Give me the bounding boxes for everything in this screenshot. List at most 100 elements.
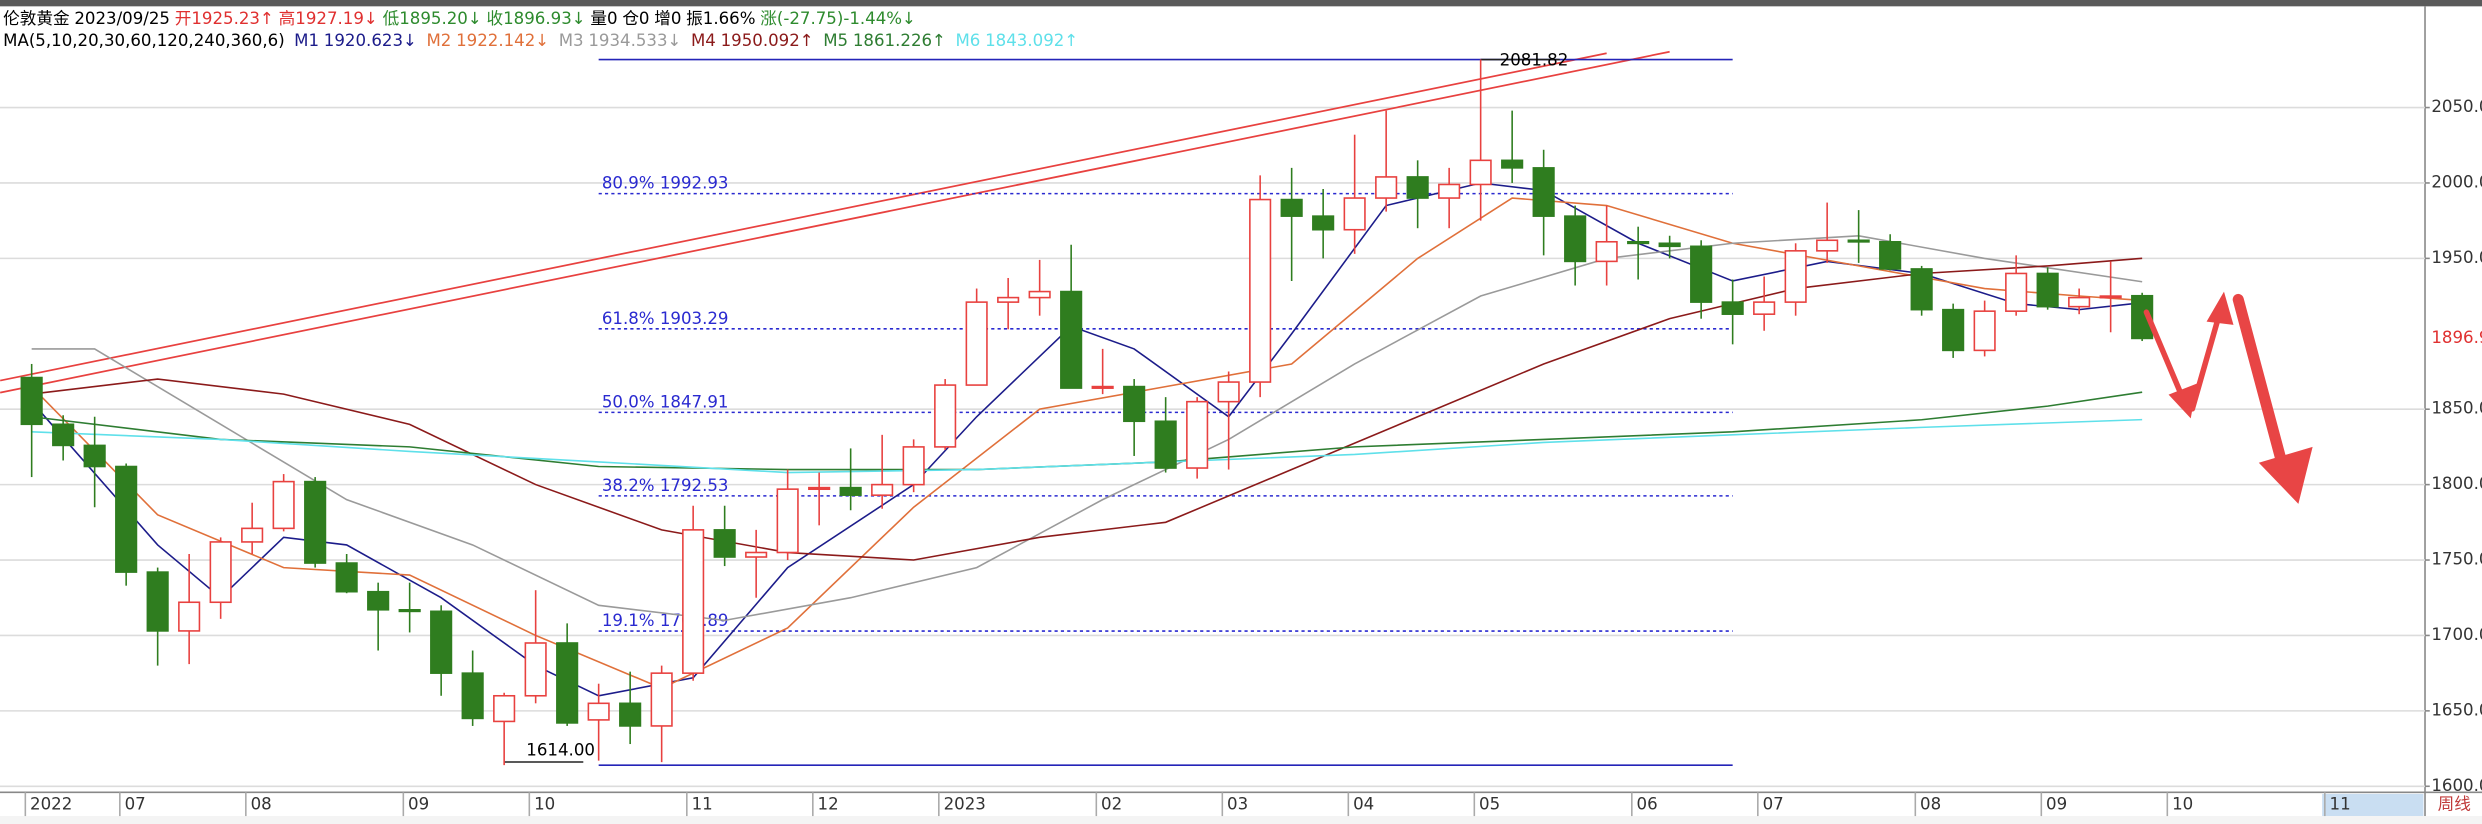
candle-body <box>2036 272 2059 308</box>
candle-body <box>587 702 610 721</box>
candle-body <box>1564 215 1587 263</box>
candle-body <box>178 601 201 632</box>
arrow-head <box>2258 446 2313 504</box>
current-price-label: 1896.93 <box>2431 328 2482 347</box>
candle-body <box>335 562 358 593</box>
x-tick-label: 08 <box>1920 794 1941 813</box>
candle-body <box>241 527 264 543</box>
x-tick-label: 2022 <box>30 794 72 813</box>
header-item: 伦敦黄金 <box>3 9 70 28</box>
candle-body <box>619 702 642 727</box>
candle-body <box>1312 215 1335 231</box>
x-tick-label: 10 <box>534 794 555 813</box>
header-item: 增0 <box>654 9 681 28</box>
candle-body <box>1028 290 1051 299</box>
candle-body <box>1406 176 1429 199</box>
candle-body <box>209 541 232 604</box>
candle-body <box>398 609 421 613</box>
candle-body <box>1942 308 1965 352</box>
candle-body <box>52 423 75 447</box>
legend-name: M5 <box>823 31 848 50</box>
extreme-label: 1614.00 <box>526 740 595 759</box>
legend-value: 1920.623↓ <box>324 31 417 50</box>
candle-body <box>1438 183 1461 199</box>
header-item: 低1895.20↓ <box>383 9 482 28</box>
candle-body <box>839 486 862 496</box>
candle-body <box>272 480 295 530</box>
x-tick-label: 05 <box>1479 794 1500 813</box>
candle-body <box>1532 167 1555 217</box>
candle-body <box>367 590 390 611</box>
candle-body <box>871 483 894 496</box>
candle-body <box>1343 197 1366 231</box>
quote-header: 伦敦黄金 2023/09/25 开1925.23↑ 高1927.19↓ 低1895.20… <box>3 9 916 28</box>
candle-body <box>650 672 673 727</box>
y-tick-label: 1700.00 <box>2431 625 2482 644</box>
y-tick-label: 1850.00 <box>2431 399 2482 418</box>
legend-name: M1 <box>294 31 319 50</box>
period-label: 周线 <box>2438 794 2471 813</box>
candle-body <box>1186 400 1209 469</box>
header-item: 涨(-27.75)-1.44%↓ <box>760 9 916 28</box>
x-tick-label: 11 <box>2330 794 2351 813</box>
x-tick-label: 07 <box>1763 794 1784 813</box>
extreme-label: 2081.82 <box>1500 51 1569 70</box>
legend-name: M6 <box>955 31 980 50</box>
candle-body <box>1658 242 1681 248</box>
x-tick-label: 03 <box>1227 794 1248 813</box>
header-item: 开1925.23↑ <box>175 9 274 28</box>
arrow-head <box>2206 291 2234 325</box>
candle-body <box>713 529 736 558</box>
ma-line <box>31 182 2143 697</box>
y-tick-label: 1650.00 <box>2431 700 2482 719</box>
candle-body <box>1249 198 1272 383</box>
legend-name: M4 <box>691 31 716 50</box>
header-item: 2023/09/25 <box>74 9 170 28</box>
y-tick-label: 2000.00 <box>2431 172 2482 191</box>
candle-body <box>1816 239 1839 252</box>
candle-body <box>430 610 453 674</box>
plot: 80.9% 1992.93 61.8% 1903.29 50.0% 1847.91 3… <box>0 50 2426 788</box>
legend-value: 1861.226↑ <box>853 31 946 50</box>
candle-body <box>2005 272 2028 312</box>
fib-label: 61.8% 1903.29 <box>602 309 729 328</box>
ma-line <box>31 197 2143 690</box>
y-tick-label: 1800.00 <box>2431 474 2482 493</box>
candle-body <box>461 672 484 720</box>
fib-label: 80.9% 1992.93 <box>602 174 729 193</box>
x-tick-label: 08 <box>251 794 272 813</box>
candle-body <box>1721 301 1744 315</box>
candle-body <box>1690 245 1713 303</box>
legend-value: 1843.092↑ <box>985 31 1078 50</box>
trendline <box>0 52 1607 382</box>
candle-body <box>1091 385 1114 389</box>
candle-body <box>20 376 43 426</box>
candle-body <box>934 384 957 448</box>
x-tick-label: 02 <box>1101 794 1122 813</box>
cursor-highlight <box>2322 793 2424 817</box>
header-item: 振1.66% <box>686 9 755 28</box>
legend-value: 1922.142↓ <box>456 31 549 50</box>
candle-body <box>1847 239 1870 243</box>
y-tick-label: 2050.00 <box>2431 97 2482 116</box>
fib-label: 38.2% 1792.53 <box>602 476 729 495</box>
candle-body <box>745 551 768 558</box>
ma-legend: MA(5,10,20,30,60,120,240,360,6) M1 1920.62… <box>3 31 1078 50</box>
candle-body <box>1154 420 1177 469</box>
candle-body <box>1910 268 1933 311</box>
candle-body <box>776 488 799 554</box>
top-bar <box>0 0 2482 7</box>
trendline <box>0 50 1670 394</box>
x-tick-label: 12 <box>818 794 839 813</box>
candle-body <box>902 446 925 486</box>
arrow-shaft <box>2143 309 2185 398</box>
candle-body <box>1973 310 1996 352</box>
header-item: 量0 <box>590 9 617 28</box>
candle-body <box>2068 296 2091 308</box>
y-tick-label: 1950.00 <box>2431 248 2482 267</box>
candle-body <box>304 480 327 564</box>
x-tick-label: 11 <box>692 794 713 813</box>
arrow-shaft <box>2189 317 2221 412</box>
